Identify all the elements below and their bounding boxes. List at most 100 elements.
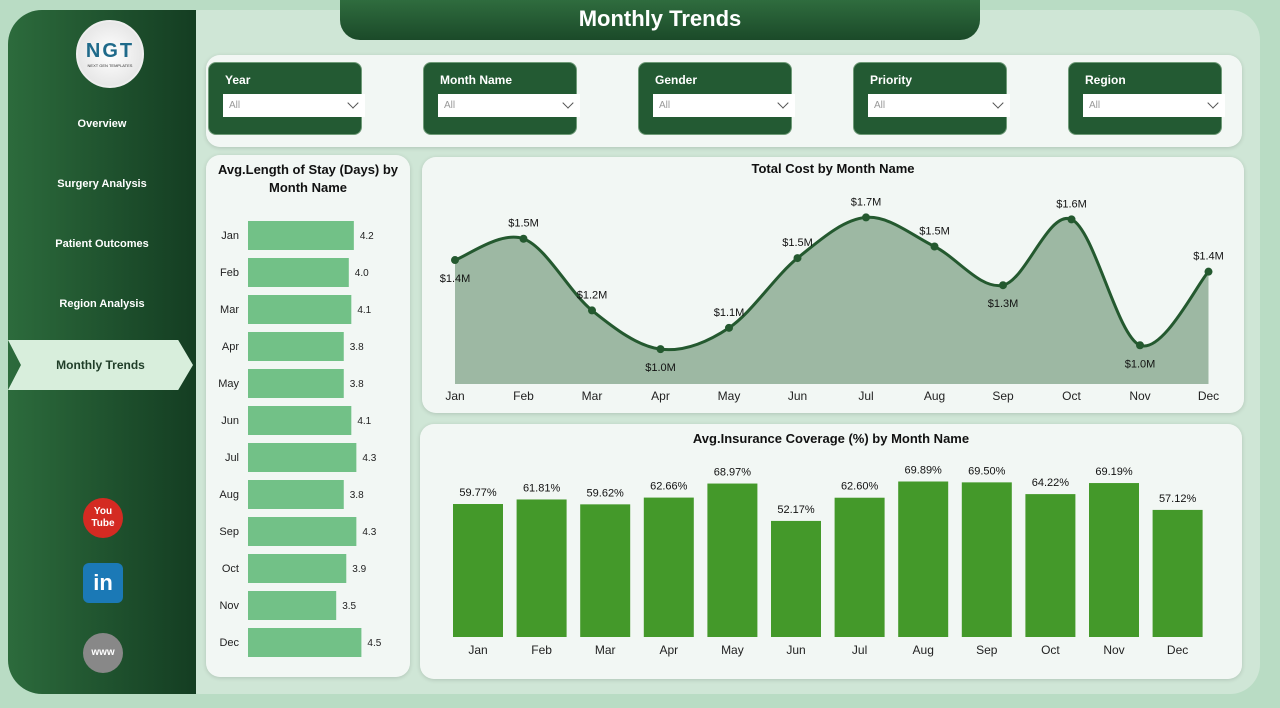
data-label: 61.81% — [523, 482, 561, 494]
data-point — [519, 234, 528, 243]
nav-region-analysis[interactable]: Region Analysis — [59, 298, 145, 310]
data-label: 62.60% — [841, 481, 879, 493]
filter-dropdown[interactable]: All — [653, 94, 795, 117]
bar — [248, 443, 357, 472]
category-label: Sep — [219, 526, 239, 538]
data-point — [656, 345, 665, 354]
nav-patient-outcomes[interactable]: Patient Outcomes — [55, 238, 149, 250]
data-label: 4.0 — [355, 268, 369, 279]
column-bar — [898, 481, 949, 637]
x-tick-label: Jun — [788, 389, 807, 403]
x-tick-label: Jul — [852, 643, 867, 657]
data-label: $1.2M — [577, 289, 608, 301]
nav-overview[interactable]: Overview — [77, 118, 127, 130]
data-label: 4.3 — [362, 453, 376, 464]
column-bar — [707, 483, 758, 637]
data-label: 3.5 — [342, 601, 356, 612]
data-label: $1.7M — [851, 196, 882, 208]
data-label: 69.50% — [968, 465, 1006, 477]
sidebar: NGT NEXT GEN TEMPLATES Overview Surgery A… — [8, 10, 196, 694]
x-tick-label: Feb — [513, 389, 534, 403]
filter-label: Priority — [870, 73, 913, 87]
x-tick-label: Nov — [1103, 643, 1124, 657]
x-tick-label: May — [721, 643, 744, 657]
filter-dropdown[interactable]: All — [1083, 94, 1225, 117]
bar — [248, 406, 352, 435]
linkedin-icon[interactable]: in — [83, 563, 123, 603]
bar — [248, 591, 337, 620]
insurance-coverage-chart: 59.77% Jan 61.81% Feb 59.62% Mar 62.66% Apr 68.9… — [453, 464, 1203, 657]
data-point — [999, 281, 1007, 290]
x-tick-label: Sep — [992, 389, 1014, 403]
data-label: 57.12% — [1159, 493, 1197, 505]
globe-icon[interactable]: www — [83, 633, 123, 673]
data-label: 4.3 — [362, 527, 376, 538]
x-tick-label: Jul — [858, 389, 873, 403]
column-bar — [516, 499, 567, 637]
data-label: 59.62% — [587, 487, 625, 499]
category-label: Apr — [222, 341, 239, 353]
x-tick-label: Apr — [651, 389, 670, 403]
filter-year: Year All — [208, 62, 365, 135]
bar — [248, 369, 344, 398]
x-tick-label: Dec — [1198, 389, 1219, 403]
column-bar — [961, 482, 1012, 637]
data-label: 69.19% — [1095, 466, 1133, 478]
x-tick-label: Apr — [659, 643, 678, 657]
category-label: May — [218, 378, 239, 390]
data-point — [588, 306, 596, 315]
column-bar — [580, 504, 631, 637]
page-title: Monthly Trends — [340, 0, 980, 40]
x-tick-label: Jan — [445, 389, 464, 403]
nav-surgery-analysis[interactable]: Surgery Analysis — [57, 178, 147, 190]
total-cost-chart: $1.4M Jan $1.5M Feb $1.2M Mar $1.0M Apr $1.1M May… — [440, 196, 1224, 403]
data-label: 3.8 — [350, 379, 364, 390]
data-label: $1.5M — [508, 218, 539, 230]
data-label: $1.0M — [645, 362, 676, 374]
x-tick-label: Feb — [531, 643, 552, 657]
filter-label: Gender — [655, 73, 698, 87]
category-label: Aug — [219, 489, 239, 501]
filter-gender: Gender All — [638, 62, 795, 135]
data-label: $1.1M — [714, 307, 745, 319]
column-bar — [771, 520, 821, 637]
filter-label: Month Name — [440, 73, 512, 87]
data-label: 4.5 — [367, 638, 381, 649]
youtube-icon[interactable]: You Tube — [83, 498, 123, 538]
x-tick-label: Mar — [595, 643, 616, 657]
category-label: Nov — [219, 600, 239, 612]
x-tick-label: Jun — [786, 643, 805, 657]
total-cost-card: Total Cost by Month Name $1.4M Jan $1.5M Fe… — [422, 157, 1244, 413]
data-label: 52.17% — [777, 504, 815, 516]
filter-dropdown[interactable]: All — [438, 94, 580, 117]
x-tick-label: Oct — [1062, 389, 1081, 403]
total-cost-title: Total Cost by Month Name — [751, 161, 915, 176]
category-label: Dec — [219, 637, 239, 649]
x-tick-label: Nov — [1129, 389, 1150, 403]
category-label: Mar — [220, 304, 239, 316]
filter-dropdown[interactable]: All — [868, 94, 1010, 117]
x-tick-label: Sep — [976, 643, 998, 657]
data-label: $1.5M — [782, 237, 813, 249]
x-tick-label: Jan — [468, 643, 487, 657]
data-label: 4.2 — [360, 231, 374, 242]
x-tick-label: Oct — [1041, 643, 1060, 657]
data-label: 4.1 — [357, 305, 371, 316]
data-point — [1204, 267, 1213, 276]
data-point — [862, 213, 870, 222]
bar — [248, 295, 352, 324]
data-label: $1.5M — [919, 225, 950, 237]
bar — [248, 554, 347, 583]
data-label: $1.0M — [1125, 358, 1156, 370]
bar — [248, 517, 357, 546]
data-point — [1067, 215, 1076, 224]
filter-dropdown[interactable]: All — [223, 94, 365, 117]
length-of-stay-card: Avg.Length of Stay (Days) by Month Name … — [206, 155, 410, 677]
category-label: Feb — [220, 267, 239, 279]
filter-month-name: Month Name All — [423, 62, 580, 135]
nav-monthly-trends[interactable]: Monthly Trends — [8, 340, 193, 390]
data-point — [1136, 341, 1144, 350]
column-bar — [1152, 509, 1203, 637]
data-label: 64.22% — [1032, 477, 1070, 489]
filter-region: Region All — [1068, 62, 1225, 135]
